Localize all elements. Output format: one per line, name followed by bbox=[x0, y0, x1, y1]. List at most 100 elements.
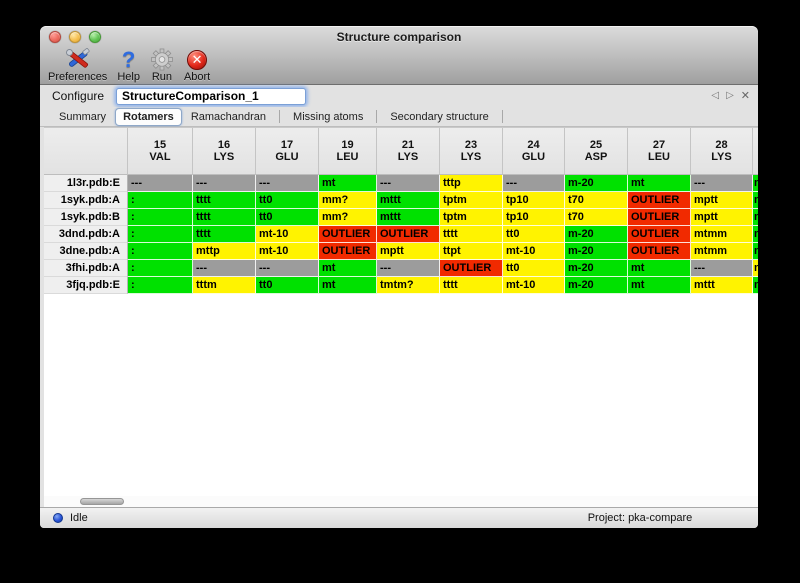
rotamer-cell[interactable]: : bbox=[128, 226, 193, 243]
overflow-cell[interactable]: m bbox=[753, 226, 758, 243]
rotamer-cell[interactable]: OUTLIER bbox=[319, 243, 377, 260]
rotamer-cell[interactable]: --- bbox=[377, 260, 440, 277]
rotamer-cell[interactable]: t70 bbox=[565, 192, 628, 209]
tab-missing-atoms[interactable]: Missing atoms bbox=[293, 110, 364, 123]
rotamer-cell[interactable]: tmtm? bbox=[377, 277, 440, 294]
rotamer-cell[interactable]: tttt bbox=[440, 277, 503, 294]
rotamer-cell[interactable]: OUTLIER bbox=[319, 226, 377, 243]
rotamer-cell[interactable]: --- bbox=[691, 260, 753, 277]
row-label[interactable]: 3dne.pdb:A bbox=[44, 243, 128, 260]
row-label[interactable]: 1syk.pdb:A bbox=[44, 192, 128, 209]
rotamer-cell[interactable]: mptt bbox=[691, 209, 753, 226]
toolbar-preferences-button[interactable]: Preferences bbox=[48, 48, 107, 83]
rotamer-cell[interactable]: OUTLIER bbox=[377, 226, 440, 243]
rotamer-cell[interactable]: tt0 bbox=[256, 209, 319, 226]
rotamer-cell[interactable]: tttm bbox=[193, 277, 256, 294]
prev-configuration-icon[interactable]: ◁ bbox=[711, 90, 720, 101]
rotamer-cell[interactable]: OUTLIER bbox=[628, 209, 691, 226]
rotamer-cell[interactable]: tttt bbox=[440, 226, 503, 243]
rotamer-cell[interactable]: m-20 bbox=[565, 260, 628, 277]
rotamer-cell[interactable]: mt bbox=[628, 175, 691, 192]
rotamer-cell[interactable]: mtmm bbox=[691, 243, 753, 260]
rotamer-cell[interactable]: tttt bbox=[193, 226, 256, 243]
close-configuration-icon[interactable]: ✕ bbox=[740, 90, 750, 102]
rotamer-cell[interactable]: tptm bbox=[440, 209, 503, 226]
rotamer-cell[interactable]: mt bbox=[319, 175, 377, 192]
rotamer-cell[interactable]: mt-10 bbox=[503, 243, 565, 260]
overflow-cell[interactable]: m bbox=[753, 175, 758, 192]
rotamer-cell[interactable]: tttt bbox=[193, 209, 256, 226]
horizontal-scrollbar[interactable] bbox=[44, 496, 758, 507]
rotamer-cell[interactable]: ttpt bbox=[440, 243, 503, 260]
rotamer-cell[interactable]: m-20 bbox=[565, 175, 628, 192]
rotamer-cell[interactable]: tp10 bbox=[503, 192, 565, 209]
row-label[interactable]: 1l3r.pdb:E bbox=[44, 175, 128, 192]
overflow-cell[interactable]: m bbox=[753, 260, 758, 277]
rotamer-cell[interactable]: mt bbox=[319, 277, 377, 294]
rotamer-cell[interactable]: : bbox=[128, 260, 193, 277]
overflow-cell[interactable]: m bbox=[753, 243, 758, 260]
tab-secondary-structure[interactable]: Secondary structure bbox=[390, 110, 489, 123]
rotamer-cell[interactable]: : bbox=[128, 209, 193, 226]
rotamer-cell[interactable]: mptt bbox=[691, 192, 753, 209]
row-label[interactable]: 1syk.pdb:B bbox=[44, 209, 128, 226]
row-label[interactable]: 3dnd.pdb:A bbox=[44, 226, 128, 243]
rotamer-cell[interactable]: mt-10 bbox=[256, 226, 319, 243]
rotamer-cell[interactable]: --- bbox=[256, 260, 319, 277]
rotamer-cell[interactable]: mttt bbox=[691, 277, 753, 294]
overflow-cell[interactable]: m bbox=[753, 192, 758, 209]
overflow-cell[interactable]: m bbox=[753, 209, 758, 226]
rotamer-cell[interactable]: mtmm bbox=[691, 226, 753, 243]
rotamer-cell[interactable]: --- bbox=[503, 175, 565, 192]
rotamer-cell[interactable]: m-20 bbox=[565, 277, 628, 294]
rotamer-cell[interactable]: mm? bbox=[319, 209, 377, 226]
rotamer-cell[interactable]: tt0 bbox=[503, 260, 565, 277]
rotamer-cell[interactable]: mt-10 bbox=[503, 277, 565, 294]
rotamer-cell[interactable]: tttt bbox=[193, 192, 256, 209]
rotamer-cell[interactable]: mt bbox=[319, 260, 377, 277]
rotamer-cell[interactable]: : bbox=[128, 243, 193, 260]
rotamer-cell[interactable]: mt-10 bbox=[256, 243, 319, 260]
rotamer-cell[interactable]: mt bbox=[628, 260, 691, 277]
tab-ramachandran[interactable]: Ramachandran bbox=[190, 110, 267, 123]
rotamer-cell[interactable]: OUTLIER bbox=[628, 192, 691, 209]
rotamer-cell[interactable]: --- bbox=[128, 175, 193, 192]
overflow-cell[interactable]: m bbox=[753, 277, 758, 294]
rotamer-cell[interactable]: mt bbox=[628, 277, 691, 294]
rotamer-cell[interactable]: m-20 bbox=[565, 226, 628, 243]
rotamer-cell[interactable]: --- bbox=[256, 175, 319, 192]
toolbar-abort-button[interactable]: ✕ Abort bbox=[184, 48, 210, 83]
rotamer-cell[interactable]: tptm bbox=[440, 192, 503, 209]
rotamer-cell[interactable]: : bbox=[128, 277, 193, 294]
minimize-window-button[interactable] bbox=[69, 31, 81, 43]
rotamer-cell[interactable]: OUTLIER bbox=[440, 260, 503, 277]
row-label[interactable]: 3fhi.pdb:A bbox=[44, 260, 128, 277]
rotamer-cell[interactable]: --- bbox=[691, 175, 753, 192]
rotamer-cell[interactable]: --- bbox=[193, 175, 256, 192]
rotamer-cell[interactable]: mttt bbox=[377, 192, 440, 209]
rotamer-cell[interactable]: : bbox=[128, 192, 193, 209]
rotamer-cell[interactable]: m-20 bbox=[565, 243, 628, 260]
title-bar[interactable]: Structure comparison bbox=[40, 26, 758, 48]
rotamer-cell[interactable]: tt0 bbox=[503, 226, 565, 243]
rotamer-cell[interactable]: tt0 bbox=[256, 192, 319, 209]
zoom-window-button[interactable] bbox=[89, 31, 101, 43]
rotamer-cell[interactable]: tp10 bbox=[503, 209, 565, 226]
rotamer-cell[interactable]: mm? bbox=[319, 192, 377, 209]
horizontal-scrollbar-thumb[interactable] bbox=[80, 498, 124, 505]
rotamer-cell[interactable]: tt0 bbox=[256, 277, 319, 294]
rotamer-cell[interactable]: tttp bbox=[440, 175, 503, 192]
rotamer-cell[interactable]: mttt bbox=[377, 209, 440, 226]
toolbar-help-button[interactable]: ? Help bbox=[117, 48, 140, 83]
rotamer-cell[interactable]: OUTLIER bbox=[628, 243, 691, 260]
toolbar-run-button[interactable]: Run bbox=[150, 48, 174, 83]
close-window-button[interactable] bbox=[49, 31, 61, 43]
tab-rotamers[interactable]: Rotamers bbox=[115, 107, 182, 126]
rotamer-cell[interactable]: --- bbox=[193, 260, 256, 277]
rotamer-cell[interactable]: OUTLIER bbox=[628, 226, 691, 243]
rotamer-cell[interactable]: mttp bbox=[193, 243, 256, 260]
rotamer-cell[interactable]: t70 bbox=[565, 209, 628, 226]
rotamer-cell[interactable]: --- bbox=[377, 175, 440, 192]
tab-summary[interactable]: Summary bbox=[59, 110, 107, 123]
rotamer-cell[interactable]: mptt bbox=[377, 243, 440, 260]
